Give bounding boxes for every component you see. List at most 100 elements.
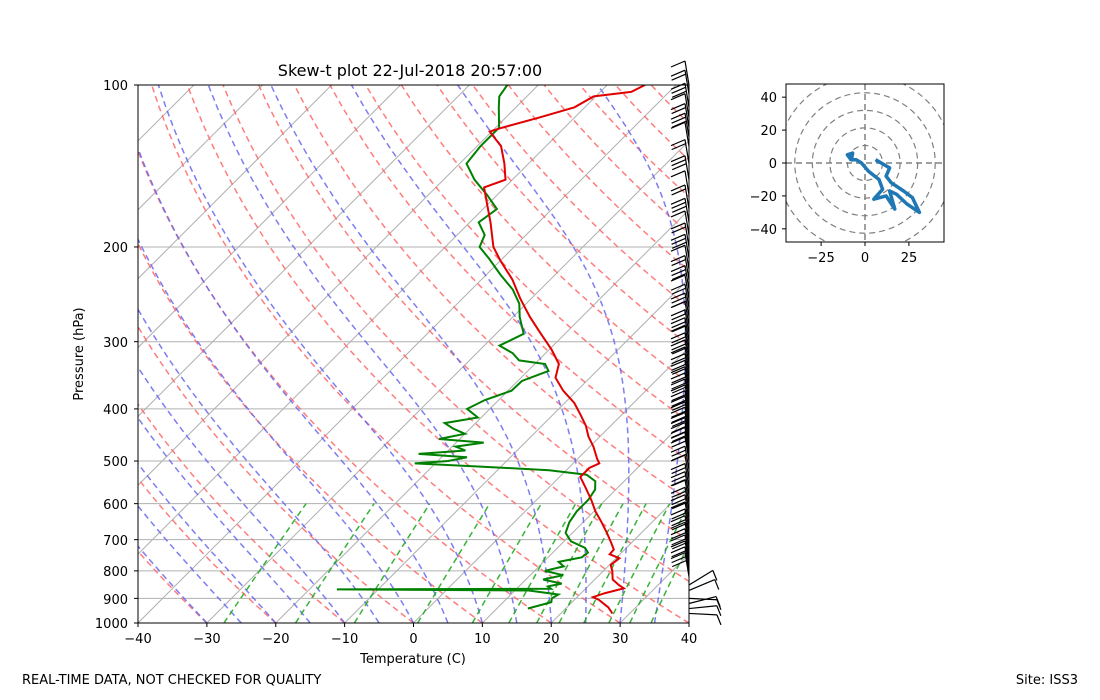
wind-barb-shaft (684, 436, 690, 462)
wind-barb-feather (670, 515, 686, 523)
isotherm-lines (0, 85, 689, 623)
wind-barb-shaft (684, 534, 690, 559)
isotherm-line (138, 85, 264, 211)
wind-barb-feather (670, 462, 686, 471)
wind-barb-feather (670, 353, 686, 361)
wind-barb-feather (670, 540, 686, 548)
wind-barb-shaft (684, 292, 690, 318)
wind-barb-feather (670, 384, 686, 392)
wind-barb-feather (670, 197, 686, 205)
isotherm-line (138, 85, 332, 280)
wind-barb (670, 521, 690, 547)
wind-barb (670, 378, 690, 404)
wind-barb-feather (671, 259, 686, 267)
wind-barb-shaft (688, 569, 714, 586)
wind-barb-feather (670, 339, 686, 347)
wind-barb (670, 353, 690, 378)
dry-adiabat-line (138, 477, 277, 623)
pressure-axis: 100 200 300 400 500 600 700 800 900 1000… (72, 79, 138, 632)
wind-barb-shaft (684, 372, 690, 398)
wind-barb-feather (671, 116, 686, 124)
wind-barb-feather (671, 415, 686, 423)
dry-adiabat-line (472, 85, 689, 309)
wind-barb-feather (671, 188, 686, 196)
wind-barb (670, 233, 690, 259)
y-tick-label: 500 (103, 455, 128, 470)
dry-adiabat-line (138, 402, 346, 623)
wind-barb-feather (671, 226, 686, 234)
wind-barb-shaft (684, 378, 690, 404)
isotherm-line (138, 85, 470, 418)
wind-barb-feather (715, 596, 721, 607)
data-quality-notice: REAL-TIME DATA, NOT CHECKED FOR QUALITY (22, 673, 322, 688)
wind-barb-feather (670, 265, 686, 273)
wind-barb-feather (671, 556, 686, 564)
wind-barb-feather (671, 382, 686, 390)
wind-barb-shaft (684, 366, 690, 391)
wind-barb (670, 197, 690, 223)
wind-barb-shaft (684, 390, 690, 415)
wind-barb (670, 346, 690, 372)
hodo-y-tick-label: −40 (750, 223, 777, 238)
x-tick-label: −40 (124, 632, 151, 647)
dry-adiabat-line (293, 85, 689, 502)
wind-barb-feather (670, 546, 686, 554)
hodo-x-tick-label: 0 (861, 251, 869, 266)
wind-barb-feather (670, 255, 686, 263)
wind-barbs (670, 60, 722, 626)
wind-barb-feather (670, 155, 686, 163)
wind-barb-feather (670, 69, 686, 77)
wind-barb (670, 244, 690, 270)
wind-barb-feather (671, 321, 686, 329)
wind-barb-shaft (684, 274, 690, 300)
wind-barb-feather (671, 490, 686, 498)
moist-adiabat-line (457, 85, 630, 623)
chart-title: Skew-t plot 22-Jul-2018 20:57:00 (278, 61, 542, 80)
wind-barb-feather (671, 367, 687, 375)
wind-barb (688, 612, 722, 626)
wind-barb-feather (671, 550, 686, 558)
wind-barb (670, 309, 690, 334)
wind-barb (670, 546, 690, 571)
wind-barb-feather (671, 357, 686, 365)
wind-barb-feather (670, 324, 686, 332)
temperature-axis: −40 −30 −20 −10 0 10 20 30 40 Temperatur… (124, 623, 697, 667)
wind-barb (670, 494, 690, 519)
wind-barb (670, 359, 690, 385)
wind-barb-feather (671, 502, 687, 510)
wind-barb-feather (670, 112, 686, 120)
y-tick-label: 600 (103, 498, 128, 513)
wind-barb-feather (671, 440, 686, 448)
isotherm-line (138, 85, 677, 623)
wind-barb-shaft (684, 471, 690, 496)
wind-barb-feather (671, 273, 687, 281)
wind-barb-feather (670, 508, 686, 516)
wind-barb-feather (670, 454, 686, 462)
wind-barb-shaft (684, 479, 690, 504)
wind-barb-shaft (684, 412, 690, 437)
wind-barb (670, 462, 690, 488)
wind-barb (688, 569, 718, 586)
wind-barb-shaft (684, 210, 690, 236)
x-tick-label: 0 (409, 632, 417, 647)
wind-barb (670, 339, 690, 365)
y-tick-label: 800 (103, 565, 128, 580)
wind-barb-shaft (684, 60, 690, 86)
wind-barb-feather (716, 605, 722, 616)
moist-adiabat-line (138, 146, 449, 623)
dry-adiabat-line (150, 85, 621, 623)
wind-barb-feather (671, 475, 686, 483)
skew-t-plot-area (0, 60, 722, 626)
dry-adiabat-line (138, 325, 414, 623)
dry-adiabat-line (222, 85, 689, 583)
skew-t-frame (137, 84, 690, 624)
dry-adiabat-line (436, 85, 689, 347)
wind-barb (670, 301, 690, 326)
isotherm-line (0, 85, 56, 623)
mixing-ratio-line (353, 503, 431, 623)
wind-barb-shaft (684, 463, 690, 488)
wind-barb-feather (670, 233, 686, 241)
wind-barb (670, 422, 690, 447)
wind-barb-feather (671, 403, 687, 411)
